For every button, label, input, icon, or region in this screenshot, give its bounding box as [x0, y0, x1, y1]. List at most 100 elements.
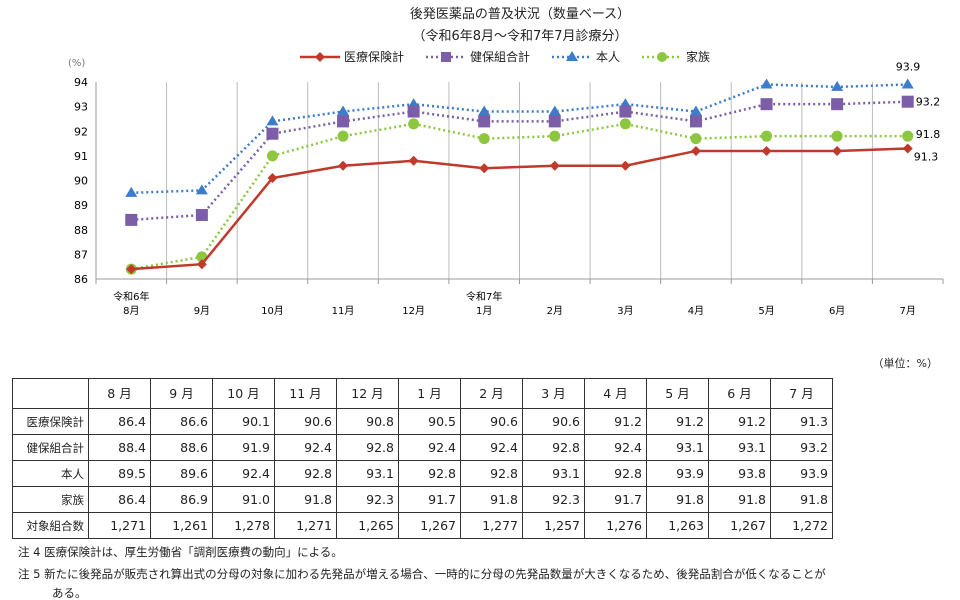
y-tick-label: 90	[74, 175, 88, 188]
x-tick-label: 8月	[123, 305, 139, 317]
table-cell: 86.9	[150, 486, 213, 513]
table-cell: 1,261	[150, 512, 213, 539]
table-cell: 88.6	[150, 434, 213, 461]
data-point-0	[267, 173, 278, 184]
table-row: 健保組合計 88.4 88.6 91.9 92.4 92.8 92.4 92.4 92.8 92.…	[12, 434, 833, 461]
column-header: 11 月	[274, 378, 337, 409]
table-cell: 93.8	[708, 460, 771, 487]
data-point-3	[549, 130, 561, 142]
series-line-1	[131, 100, 908, 222]
row-header: 家族	[12, 486, 89, 513]
y-tick-label: 93	[74, 101, 88, 114]
data-point-1	[195, 208, 208, 221]
data-point-1	[407, 105, 420, 118]
data-point-2	[266, 115, 279, 126]
table-cell: 91.3	[770, 408, 833, 435]
data-point-3	[266, 150, 278, 162]
data-point-1	[548, 115, 561, 128]
data-point-0	[126, 264, 137, 275]
table-cell: 1,267	[708, 512, 771, 539]
legend-marker-icon	[552, 50, 593, 61]
end-data-label: 93.9	[896, 60, 921, 73]
data-point-3	[761, 130, 773, 142]
data-point-2	[478, 105, 491, 116]
y-tick-label: 89	[74, 199, 88, 212]
table-cell: 91.2	[646, 408, 709, 435]
data-point-1	[619, 105, 632, 118]
table-row: 医療保険計 86.4 86.6 90.1 90.6 90.8 90.5 90.6 90.6 91.…	[12, 408, 833, 435]
data-point-1	[831, 98, 844, 111]
table-cell: 88.4	[88, 434, 151, 461]
table-cell: 86.6	[150, 408, 213, 435]
x-tick-label: 10月	[261, 305, 284, 317]
table-cell: 1,276	[584, 512, 647, 539]
table-cell: 1,271	[274, 512, 337, 539]
table-cell: 93.1	[708, 434, 771, 461]
data-point-0	[196, 259, 207, 270]
y-axis-label: (%)	[68, 58, 85, 69]
table-cell: 1,267	[398, 512, 461, 539]
table-cell: 92.8	[584, 460, 647, 487]
data-point-1	[760, 98, 773, 111]
table-cell: 91.8	[708, 486, 771, 513]
y-tick-label: 91	[74, 150, 88, 163]
y-tick-label: 87	[74, 248, 88, 261]
table-cell: 92.3	[522, 486, 585, 513]
data-point-2	[760, 78, 773, 89]
chart-subtitle: （令和6年8月～令和7年7月診療分）	[412, 29, 628, 44]
data-point-0	[832, 145, 843, 156]
table-cell: 90.8	[336, 408, 399, 435]
legend-marker-icon	[300, 51, 340, 62]
x-tick-year-label: 令和7年	[466, 290, 502, 303]
table-cell: 91.7	[398, 486, 461, 513]
table-cell: 93.9	[646, 460, 709, 487]
column-header: 12 月	[336, 378, 399, 409]
x-tick-label: 12月	[402, 305, 425, 317]
data-point-1	[901, 95, 914, 108]
table-cell: 91.8	[646, 486, 709, 513]
data-point-1	[689, 115, 702, 128]
legend-item: 家族	[642, 48, 710, 65]
table-cell: 90.5	[398, 408, 461, 435]
table-cell: 86.4	[88, 408, 151, 435]
legend-marker-icon	[426, 51, 467, 62]
column-header: 1 月	[398, 378, 461, 409]
row-header: 対象組合数	[12, 512, 89, 539]
column-header: 10 月	[212, 378, 275, 409]
data-point-3	[337, 130, 349, 142]
table-cell: 1,272	[770, 512, 833, 539]
y-tick-label: 86	[74, 273, 88, 286]
row-header: 医療保険計	[12, 408, 89, 435]
x-tick-label: 6月	[829, 305, 845, 317]
table-row: 本人 89.5 89.6 92.4 92.8 93.1 92.8 92.8 93.1 92.8 93…	[12, 460, 833, 487]
table-cell: 1,257	[522, 512, 585, 539]
legend-item: 医療保険計	[300, 48, 404, 65]
table-cell: 91.9	[212, 434, 275, 461]
table-cell: 1,278	[212, 512, 275, 539]
table-cell: 1,277	[460, 512, 523, 539]
x-tick-label: 7月	[900, 305, 916, 317]
data-point-1	[478, 115, 491, 128]
table-row: 対象組合数 1,271 1,261 1,278 1,271 1,265 1,267 1,277…	[12, 512, 833, 539]
row-header: 健保組合計	[12, 434, 89, 461]
table-cell: 91.0	[212, 486, 275, 513]
x-tick-label: 4月	[688, 305, 704, 317]
table-cell: 92.4	[460, 434, 523, 461]
data-point-1	[266, 127, 279, 140]
legend-label: 健保組合計	[470, 50, 531, 64]
table-cell: 93.1	[336, 460, 399, 487]
table-cell: 1,265	[336, 512, 399, 539]
column-header: 9 月	[150, 378, 213, 409]
column-header: 6 月	[708, 378, 771, 409]
data-point-0	[338, 160, 349, 171]
table-cell: 92.3	[336, 486, 399, 513]
table-cell: 1,263	[646, 512, 709, 539]
table-cell: 91.7	[584, 486, 647, 513]
table-cell: 92.4	[584, 434, 647, 461]
table-cell: 1,271	[88, 512, 151, 539]
data-point-2	[901, 78, 914, 89]
data-point-0	[549, 160, 560, 171]
y-tick-label: 94	[74, 76, 88, 89]
